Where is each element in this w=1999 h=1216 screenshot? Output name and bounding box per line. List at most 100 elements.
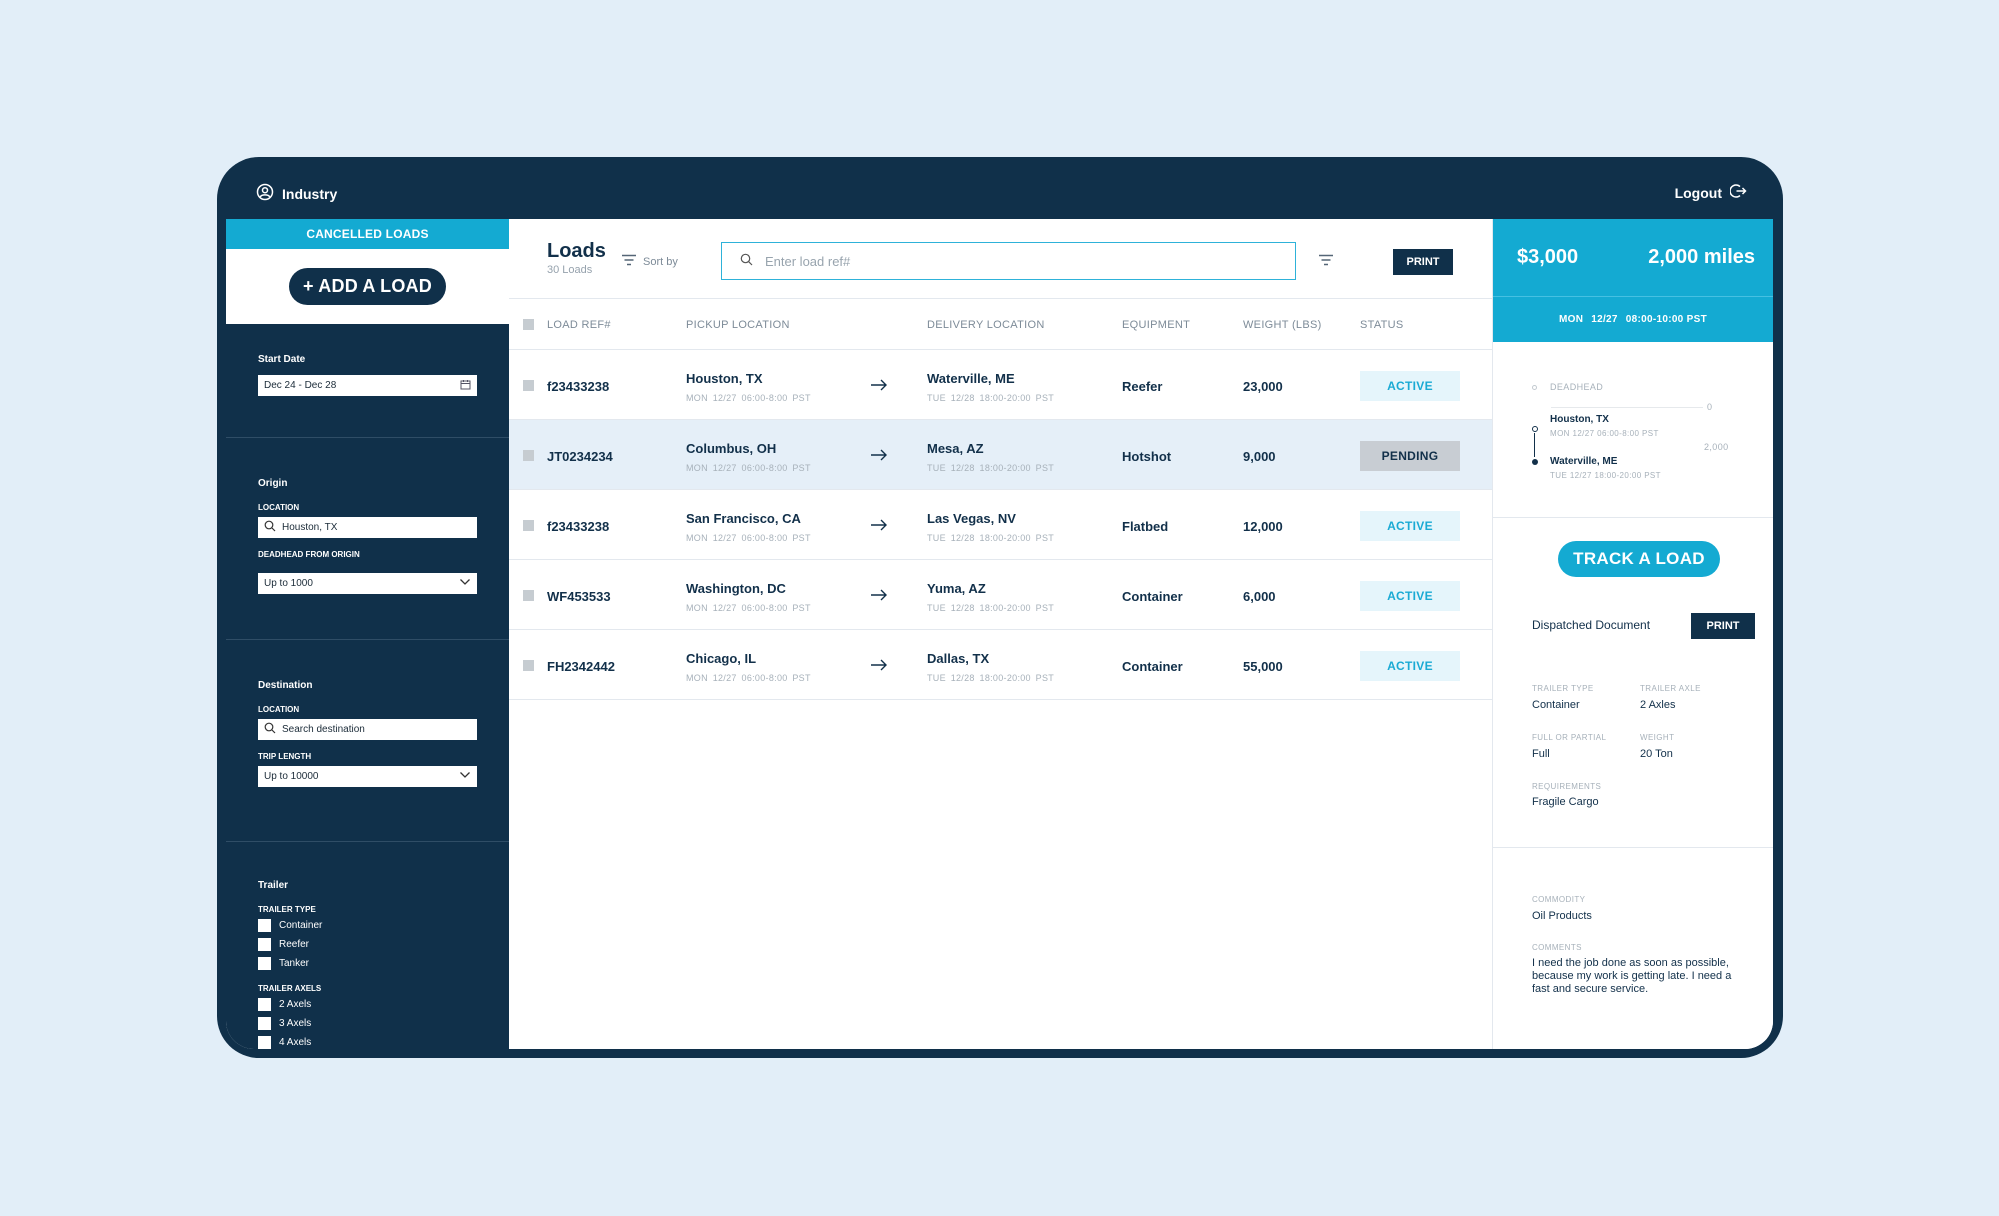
checkbox[interactable] [258, 957, 271, 970]
trailer-axel-checkbox[interactable]: 2 Axels [258, 998, 477, 1011]
sort-by-label: Sort by [643, 255, 678, 268]
route-origin-city: Houston, TX [1550, 414, 1609, 425]
date-value: 12/27 [1591, 314, 1618, 325]
requirements-value: Fragile Cargo [1532, 796, 1599, 808]
trailer-section: Trailer TRAILER TYPE Container Reefer Ta… [226, 842, 509, 1049]
origin-heading: Origin [258, 478, 288, 489]
column-header[interactable]: STATUS [1360, 319, 1404, 331]
table-row[interactable]: FH2342442 Chicago, IL MON 12/27 06:00-8:… [509, 630, 1492, 700]
arrow-right-icon [870, 518, 888, 536]
detail-summary: $3,000 2,000 miles [1493, 219, 1773, 296]
arrow-right-icon [870, 378, 888, 396]
dispatched-document-label: Dispatched Document [1532, 618, 1651, 632]
weight: 9,000 [1243, 449, 1276, 464]
trailer-axel-checkbox[interactable]: 3 Axels [258, 1017, 477, 1030]
row-checkbox[interactable] [523, 380, 534, 391]
commodity-value: Oil Products [1532, 910, 1592, 922]
trip-length-value: Up to 10000 [264, 771, 319, 782]
equipment: Reefer [1122, 379, 1163, 394]
row-checkbox[interactable] [523, 660, 534, 671]
table-row[interactable]: f23433238 Houston, TX MON 12/27 06:00-8:… [509, 350, 1492, 420]
screen: CANCELLED LOADS + ADD A LOAD Start Date … [226, 219, 1773, 1049]
delivery-city: Dallas, TX [927, 651, 990, 666]
equipment: Flatbed [1122, 519, 1169, 534]
document-print-button[interactable]: PRINT [1691, 613, 1755, 639]
deadhead-label: DEADHEAD FROM ORIGIN [258, 550, 360, 559]
pickup-meta: MON 12/27 06:00-8:00 PST [686, 533, 811, 543]
column-header[interactable]: WEIGHT (LBS) [1243, 319, 1322, 331]
sort-by-button[interactable]: Sort by [621, 254, 678, 269]
delivery-city: Las Vegas, NV [927, 511, 1016, 526]
cancelled-loads-tab[interactable]: CANCELLED LOADS [226, 219, 509, 249]
brand-label: Industry [282, 185, 338, 202]
deadhead-value: Up to 1000 [264, 578, 313, 589]
trailer-axel-checkbox[interactable]: 4 Axels [258, 1036, 477, 1049]
column-header[interactable]: EQUIPMENT [1122, 319, 1191, 331]
origin-location-input[interactable]: Houston, TX [258, 517, 477, 538]
status-badge: ACTIVE [1360, 371, 1460, 401]
load-ref: WF453533 [547, 589, 611, 604]
load-ref: f23433238 [547, 519, 610, 534]
comments-label: COMMENTS [1532, 943, 1582, 952]
start-date-heading: Start Date [258, 354, 306, 365]
filter-icon[interactable] [1318, 253, 1334, 271]
track-load-button[interactable]: TRACK A LOAD [1558, 541, 1720, 577]
scale-end: 2,000 [1704, 442, 1729, 452]
calendar-icon [460, 379, 471, 393]
loads-header: Loads 30 Loads Sort by Enter load ref# [509, 219, 1492, 299]
checkbox[interactable] [258, 919, 271, 932]
column-header[interactable]: DELIVERY LOCATION [927, 319, 1045, 331]
weight: 12,000 [1243, 519, 1283, 534]
delivery-city: Waterville, ME [927, 371, 1015, 386]
table-row[interactable]: f23433238 San Francisco, CA MON 12/27 06… [509, 490, 1492, 560]
logout-icon [1729, 183, 1747, 202]
origin-location-value: Houston, TX [282, 522, 338, 533]
trailer-type-checkbox[interactable]: Reefer [258, 938, 477, 951]
add-load-button[interactable]: + ADD A LOAD [289, 268, 446, 305]
column-header[interactable]: PICKUP LOCATION [686, 319, 790, 331]
load-ref: f23433238 [547, 379, 610, 394]
checkbox-label: 3 Axels [279, 1018, 312, 1029]
trailer-type-checkbox[interactable]: Tanker [258, 957, 477, 970]
destination-location-label: LOCATION [258, 705, 300, 714]
trailer-axle-value: 2 Axles [1640, 699, 1676, 711]
distance: 2,000 miles [1648, 246, 1755, 268]
row-checkbox[interactable] [523, 520, 534, 531]
logout-button[interactable]: Logout [1675, 183, 1747, 202]
checkbox[interactable] [258, 1017, 271, 1030]
pickup-meta: MON 12/27 06:00-8:00 PST [686, 463, 811, 473]
trailer-type-checkbox[interactable]: Container [258, 919, 477, 932]
divider [1493, 847, 1773, 848]
search-icon [264, 722, 276, 737]
pickup-city: Columbus, OH [686, 441, 777, 456]
start-date-field[interactable]: Dec 24 - Dec 28 [258, 375, 477, 396]
route-destination-city: Waterville, ME [1550, 456, 1618, 467]
destination-search-input[interactable]: Search destination [258, 719, 477, 740]
checkbox[interactable] [258, 998, 271, 1011]
column-header[interactable]: LOAD REF# [547, 319, 611, 331]
trailer-type-value: Container [1532, 699, 1580, 711]
table-row[interactable]: WF453533 Washington, DC MON 12/27 06:00-… [509, 560, 1492, 630]
print-button[interactable]: PRINT [1393, 249, 1453, 275]
trip-length-select[interactable]: Up to 10000 [258, 766, 477, 787]
equipment: Hotshot [1122, 449, 1172, 464]
search-icon [740, 253, 753, 269]
delivery-meta: TUE 12/28 18:00-20:00 PST [927, 533, 1055, 543]
select-all-checkbox[interactable] [523, 319, 534, 330]
brand[interactable]: Industry [256, 183, 337, 204]
checkbox[interactable] [258, 938, 271, 951]
table-row[interactable]: JT0234234 Columbus, OH MON 12/27 06:00-8… [509, 420, 1492, 490]
checkbox[interactable] [258, 1036, 271, 1049]
deadhead-select[interactable]: Up to 1000 [258, 573, 477, 594]
search-placeholder: Enter load ref# [765, 253, 851, 269]
pickup-city: San Francisco, CA [686, 511, 801, 526]
row-checkbox[interactable] [523, 450, 534, 461]
delivery-city: Yuma, AZ [927, 581, 986, 596]
row-checkbox[interactable] [523, 590, 534, 601]
arrow-right-icon [870, 588, 888, 606]
pickup-meta: MON 12/27 06:00-8:00 PST [686, 673, 811, 683]
trailer-axle-label: TRAILER AXLE [1640, 684, 1701, 693]
load-search-input[interactable]: Enter load ref# [721, 242, 1296, 280]
delivery-city: Mesa, AZ [927, 441, 984, 456]
chevron-down-icon [459, 771, 471, 782]
